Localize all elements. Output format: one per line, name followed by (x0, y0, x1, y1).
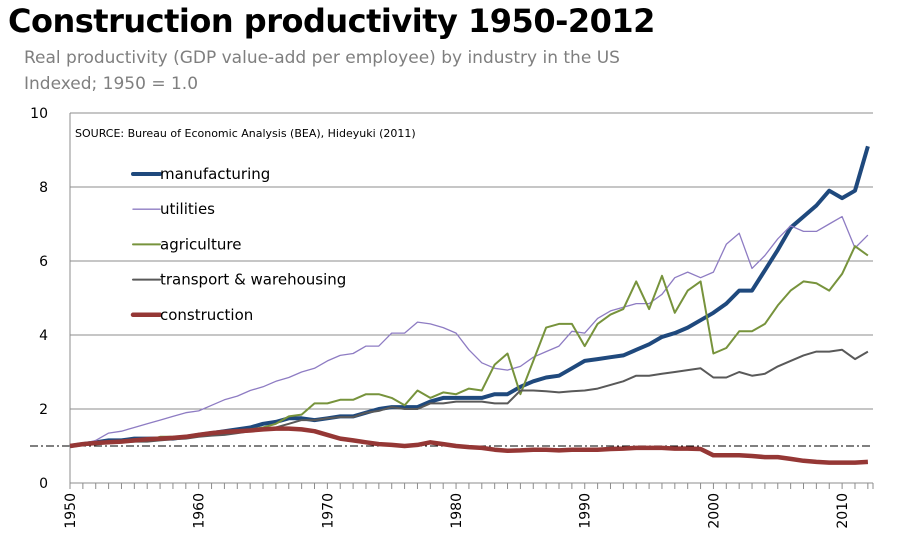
y-tick-label: 0 (39, 476, 48, 492)
legend-label: utilities (160, 200, 215, 218)
series-line-construction (69, 426, 869, 465)
y-tick-label: 10 (30, 106, 48, 122)
chart-subtitle: Real productivity (GDP value-add per emp… (24, 48, 620, 68)
y-tick-label: 8 (39, 180, 48, 196)
legend-label: manufacturing (160, 165, 270, 183)
x-tick-label: 1980 (449, 493, 465, 529)
x-tick-label: 1990 (578, 493, 594, 529)
series-line-utilities (69, 215, 869, 447)
x-tick-label: 2000 (706, 493, 722, 529)
x-tick-label: 1970 (320, 493, 336, 529)
y-tick-label: 6 (39, 254, 48, 270)
legend-label: transport & warehousing (160, 271, 346, 289)
x-tick-label: 2010 (835, 493, 851, 529)
x-tick-label: 1960 (192, 493, 208, 529)
y-tick-label: 2 (39, 402, 48, 418)
chart-subtitle-index-note: Indexed; 1950 = 1.0 (24, 74, 199, 94)
y-tick-label: 4 (39, 328, 48, 344)
legend-label: construction (160, 306, 253, 324)
legend-label: agriculture (160, 235, 241, 253)
chart-title: Construction productivity 1950-2012 (8, 2, 655, 40)
source-annotation: SOURCE: Bureau of Economic Analysis (BEA… (75, 127, 416, 140)
x-tick-label: 1950 (63, 493, 79, 529)
